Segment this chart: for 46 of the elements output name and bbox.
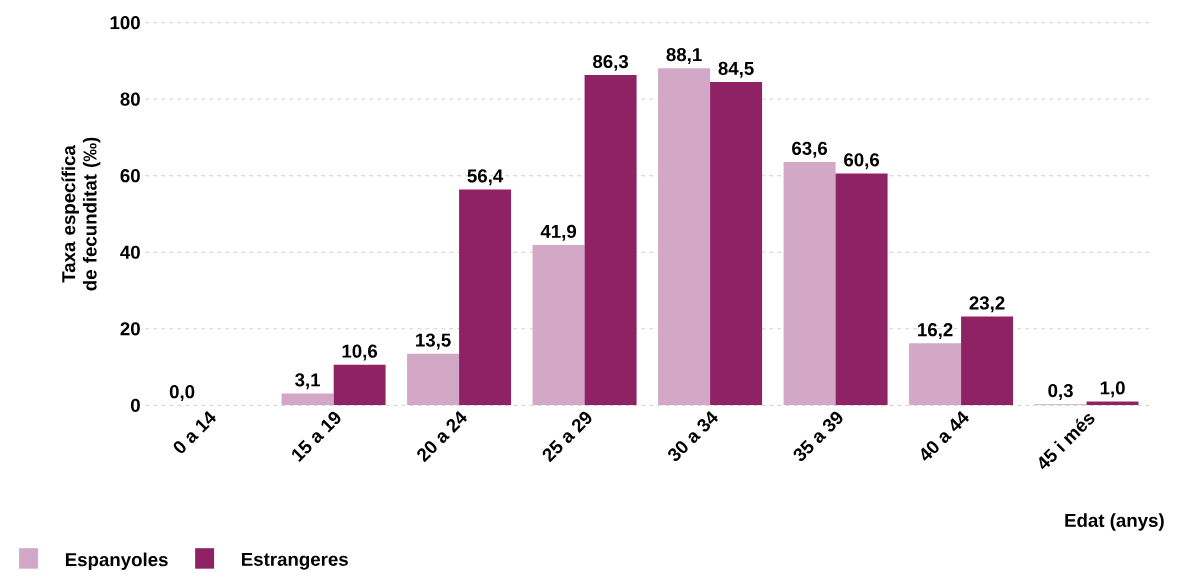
data-label: 41,9 (540, 224, 577, 241)
x-axis-title: Edat (anys) (1065, 513, 1164, 531)
data-label: 86,3 (593, 54, 629, 71)
bar (909, 343, 962, 406)
data-label: 13,5 (416, 333, 451, 350)
data-label: 16,2 (918, 323, 953, 340)
x-tick-label: 20 a 24 (417, 410, 467, 463)
y-tick-label: 20 (120, 322, 140, 336)
data-label: 84,5 (718, 61, 754, 78)
x-tick-label: 35 a 39 (793, 411, 843, 461)
bar (333, 364, 386, 406)
bar (961, 316, 1014, 406)
bar (710, 81, 763, 406)
data-label: 60,6 (844, 153, 880, 170)
y-tick-label: 100 (110, 16, 140, 30)
bar (835, 173, 888, 406)
data-label: 23,2 (969, 296, 1005, 313)
x-tick-label: 15 a 19 (292, 411, 341, 462)
data-label: 3,1 (295, 373, 321, 390)
bar (459, 189, 512, 406)
x-tick-label: 40 a 44 (921, 410, 969, 461)
bar (532, 244, 585, 406)
y-tick-label: 0 (130, 398, 140, 412)
y-axis-title: Taxa específica de fecunditat (‰) (61, 137, 101, 291)
data-label: 10,6 (342, 344, 378, 361)
bar (584, 75, 637, 406)
x-tick-label: 0 a 14 (173, 410, 217, 454)
legend-label: Estrangeres (242, 552, 348, 570)
data-label: 0,0 (169, 385, 195, 402)
legend-label: Espanyoles (65, 552, 168, 570)
bar (281, 393, 334, 406)
x-tick-label: 45 i més (1039, 414, 1095, 470)
y-tick-label: 80 (120, 92, 140, 106)
y-tick-label: 60 (120, 169, 140, 183)
data-label: 0,3 (1048, 383, 1073, 400)
x-tick-label: 30 a 34 (668, 410, 718, 461)
bar (783, 161, 836, 406)
y-tick-label: 40 (120, 245, 140, 259)
data-label: 63,6 (792, 141, 828, 158)
bar (1086, 401, 1139, 406)
data-label: 1,0 (1100, 381, 1125, 398)
bar (658, 68, 711, 406)
x-tick-label: 25 a 29 (542, 411, 592, 463)
data-label: 88,1 (666, 47, 702, 64)
data-label: 56,4 (467, 169, 504, 186)
bar (407, 353, 460, 406)
